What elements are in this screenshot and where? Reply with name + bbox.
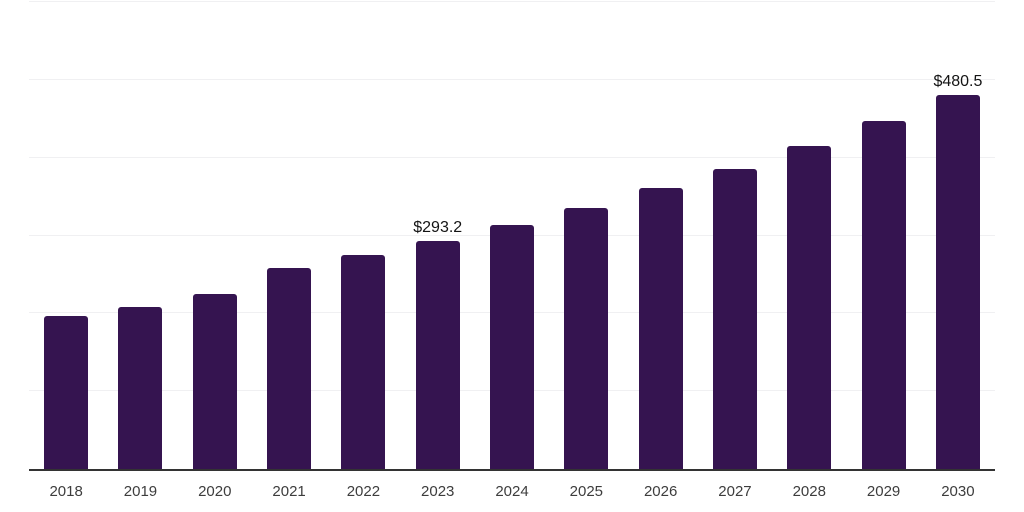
x-tick-label-2019: 2019 — [123, 483, 158, 500]
x-tick-label-2024: 2024 — [495, 483, 529, 500]
bar-slot-2030: $480.5 — [921, 2, 995, 469]
x-tick-label-2026: 2026 — [643, 483, 678, 500]
bar-2028 — [787, 145, 832, 469]
bar-slot-2027 — [698, 2, 772, 469]
x-tick-label-2021: 2021 — [272, 483, 306, 500]
bar-2023 — [415, 240, 460, 469]
bar-slot-2025 — [549, 2, 623, 469]
bar-slot-2026 — [624, 2, 698, 469]
value-label-2023: $293.2 — [413, 218, 463, 236]
gridline-500 — [29, 78, 995, 80]
bar-slot-2022 — [326, 2, 400, 469]
bars-row: $293.2 $480.5 — [29, 2, 995, 469]
bar-2018 — [44, 315, 89, 469]
bar-2020 — [192, 293, 237, 469]
bar-slot-2018 — [29, 2, 103, 469]
x-tick-label-2018: 2018 — [49, 483, 83, 500]
bar-slot-2021 — [252, 2, 326, 469]
x-tick-label-2022: 2022 — [346, 483, 381, 500]
bar-2025 — [564, 208, 609, 469]
x-tick-label-2023: 2023 — [421, 483, 455, 500]
plot-area: $293.2 $480.5 — [29, 1, 995, 471]
x-tick-label-2027: 2027 — [718, 483, 752, 500]
bar-2030 — [935, 95, 980, 469]
bar-2029 — [861, 121, 906, 469]
bar-slot-2019 — [103, 2, 177, 469]
x-tick-label-2020: 2020 — [198, 483, 232, 500]
gridline-600 — [29, 1, 995, 2]
bar-2027 — [712, 169, 757, 469]
x-axis-labels: 2018 2019 2020 2021 2022 2023 2024 2025 2026 2027… — [29, 483, 995, 500]
bar-slot-2020 — [178, 2, 252, 469]
bar-slot-2028 — [772, 2, 846, 469]
bar-2019 — [118, 306, 163, 469]
x-tick-label-2029: 2029 — [866, 483, 901, 500]
bar-2026 — [638, 187, 683, 469]
bar-2021 — [267, 267, 312, 469]
bar-slot-2023: $293.2 — [401, 2, 475, 469]
x-tick-label-2028: 2028 — [792, 483, 826, 500]
x-axis-line — [29, 469, 995, 471]
bar-slot-2029 — [846, 2, 920, 469]
bar-2024 — [490, 225, 535, 469]
x-tick-label-2025: 2025 — [569, 483, 604, 500]
x-tick-label-2030: 2030 — [941, 483, 975, 500]
gridline-400 — [29, 156, 995, 158]
bar-2022 — [341, 254, 386, 469]
value-label-2030: $480.5 — [933, 73, 983, 91]
bar-slot-2024 — [475, 2, 549, 469]
